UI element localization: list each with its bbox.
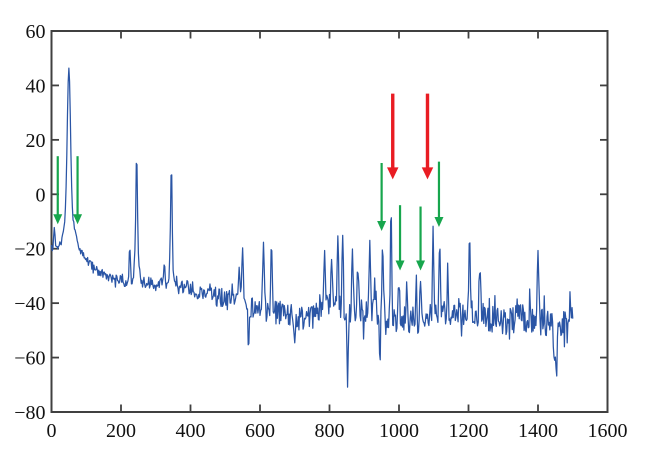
- x-tick-label: 1200: [449, 420, 489, 442]
- x-tick-label: 1600: [588, 420, 628, 442]
- green-arrow-head-icon: [73, 214, 83, 225]
- x-tick-label: 1400: [518, 420, 558, 442]
- red-arrow-head-icon: [421, 167, 434, 180]
- y-tick-label: 60: [26, 21, 46, 43]
- red-arrow-head-icon: [386, 167, 399, 180]
- x-tick-label: 0: [47, 420, 57, 442]
- x-tick-label: 200: [106, 420, 136, 442]
- x-tick-label: 600: [245, 420, 275, 442]
- y-tick-label: −40: [14, 293, 45, 315]
- x-tick-label: 800: [315, 420, 345, 442]
- signal-line: [50, 67, 574, 388]
- green-arrow-head-icon: [416, 260, 426, 271]
- x-tick-label: 400: [176, 420, 206, 442]
- green-arrow-head-icon: [434, 216, 444, 227]
- y-tick-label: 0: [36, 184, 46, 206]
- green-arrow-head-icon: [377, 221, 387, 232]
- y-tick-label: −60: [14, 348, 45, 370]
- plot-box: [50, 30, 609, 413]
- green-arrow-head-icon: [395, 260, 405, 271]
- y-tick-label: 40: [26, 75, 46, 97]
- y-tick-label: 20: [26, 130, 46, 152]
- y-tick-label: −80: [14, 402, 45, 424]
- green-arrow-head-icon: [53, 214, 63, 225]
- y-tick-label: −20: [14, 239, 45, 261]
- x-tick-label: 1000: [379, 420, 419, 442]
